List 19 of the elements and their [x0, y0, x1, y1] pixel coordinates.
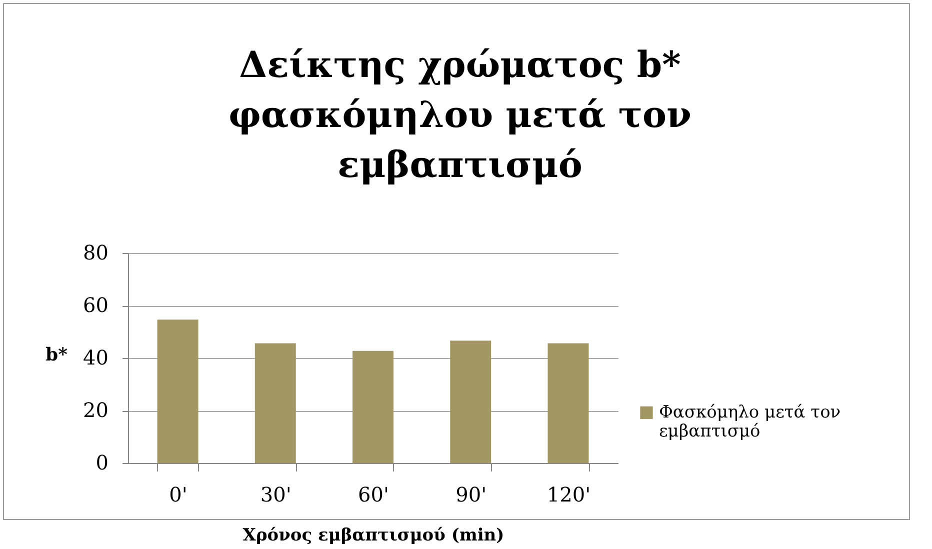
x-axis-title: Χρόνος εμβαπτισμού (min): [242, 526, 504, 546]
y-tick-label: 40: [83, 346, 108, 370]
y-axis-title: b*: [46, 344, 68, 366]
bar: [450, 340, 492, 463]
y-tick-label: 20: [83, 398, 108, 422]
x-tick-label: 90': [456, 482, 487, 506]
bar: [254, 343, 296, 463]
x-tick-label: 30': [260, 482, 292, 506]
y-tick-label: 80: [83, 240, 108, 264]
y-tick-label: 60: [83, 293, 108, 317]
bar: [548, 343, 589, 463]
bar: [352, 350, 394, 463]
bar: [157, 320, 198, 463]
x-tick-label: 120': [546, 482, 591, 506]
chart-title: Δείκτης χρώματος b* φασκόμηλου μετά τον εμβαπτισμό: [227, 43, 692, 188]
x-tick-label: 0': [169, 482, 188, 506]
y-tick-label: 0: [96, 450, 108, 474]
x-tick-label: 60': [358, 482, 389, 506]
legend-label: Φασκόμηλο μετά τον εμβαπτισμό: [659, 402, 841, 442]
